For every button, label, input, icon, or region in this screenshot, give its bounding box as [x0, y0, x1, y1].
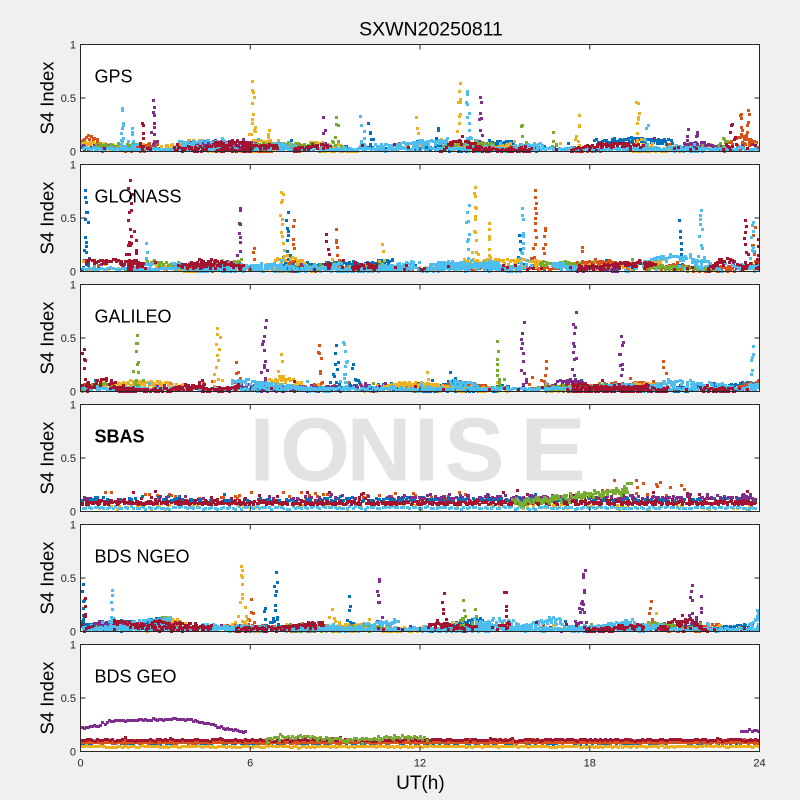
svg-text:24: 24	[753, 758, 765, 770]
svg-text:12: 12	[414, 758, 426, 770]
svg-text:1: 1	[70, 640, 76, 652]
svg-text:1: 1	[70, 400, 76, 412]
svg-text:UT(h): UT(h)	[396, 773, 445, 794]
svg-text:0: 0	[70, 747, 76, 759]
svg-text:6: 6	[247, 758, 253, 770]
svg-text:18: 18	[584, 758, 596, 770]
svg-text:IONIS: IONIS	[250, 401, 505, 501]
svg-text:0: 0	[70, 627, 76, 639]
svg-text:0: 0	[77, 758, 83, 770]
svg-text:0.5: 0.5	[61, 213, 76, 225]
svg-text:0: 0	[70, 387, 76, 399]
svg-text:0.5: 0.5	[61, 333, 76, 345]
svg-text:E: E	[520, 401, 586, 501]
svg-text:0: 0	[70, 267, 76, 279]
svg-text:0.5: 0.5	[61, 453, 76, 465]
svg-text:GLONASS: GLONASS	[95, 187, 182, 207]
svg-text:S4 Index: S4 Index	[37, 181, 58, 255]
svg-text:S4 Index: S4 Index	[37, 421, 58, 495]
svg-text:0: 0	[70, 147, 76, 159]
svg-text:S4 Index: S4 Index	[37, 61, 58, 135]
svg-text:0.5: 0.5	[61, 573, 76, 585]
svg-text:S4 Index: S4 Index	[37, 301, 58, 375]
svg-text:SBAS: SBAS	[95, 427, 145, 447]
svg-text:S4 Index: S4 Index	[37, 541, 58, 615]
svg-text:BDS NGEO: BDS NGEO	[95, 547, 190, 567]
svg-text:1: 1	[70, 160, 76, 172]
svg-text:GALILEO: GALILEO	[95, 307, 172, 327]
svg-text:1: 1	[70, 280, 76, 292]
svg-text:BDS GEO: BDS GEO	[95, 667, 177, 687]
svg-text:S4 Index: S4 Index	[37, 661, 58, 735]
svg-text:SXWN20250811: SXWN20250811	[359, 19, 503, 41]
svg-text:GPS: GPS	[95, 67, 133, 87]
svg-text:0.5: 0.5	[61, 93, 76, 105]
svg-text:1: 1	[70, 520, 76, 532]
svg-text:0.5: 0.5	[61, 693, 76, 705]
svg-text:0: 0	[70, 507, 76, 519]
svg-text:1: 1	[70, 40, 76, 52]
